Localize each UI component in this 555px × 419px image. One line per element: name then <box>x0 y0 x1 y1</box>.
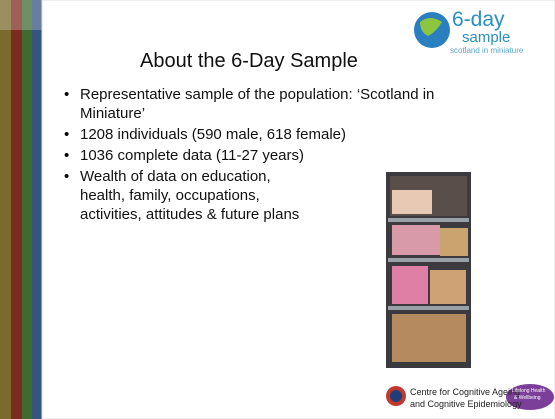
bullet-dot: • <box>64 126 69 143</box>
bullet-text: 1036 complete data (11-27 years) <box>80 147 304 164</box>
bullet-dot: • <box>64 86 69 103</box>
partner-line: Lifelong Health <box>512 388 545 394</box>
bullet-dot: • <box>64 147 69 164</box>
centre-line: Centre for Cognitive Ageing <box>410 387 520 397</box>
bullet-text: Wealth of data on education, <box>80 168 271 185</box>
bullet-dot: • <box>64 168 69 185</box>
bullet-text: health, family, occupations, <box>80 187 260 204</box>
logo-sub: sample <box>462 29 510 46</box>
bullet-text: activities, attitudes & future plans <box>80 206 299 223</box>
slide: About the 6-Day Sample 6-day sample scot… <box>0 0 555 419</box>
partner-line: & Wellbeing <box>514 395 541 401</box>
bullet-text: 1208 individuals (590 male, 618 female) <box>80 126 346 143</box>
bullet-text: Representative sample of the population:… <box>80 86 434 103</box>
title: About the 6-Day Sample <box>140 50 358 73</box>
logo-tagline: scotland in miniature <box>450 46 523 55</box>
centre-line: and Cognitive Epidemiology <box>410 399 522 409</box>
bullet-text: Miniature’ <box>80 105 145 122</box>
